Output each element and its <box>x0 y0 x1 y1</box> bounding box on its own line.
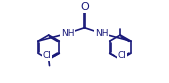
Text: O: O <box>80 2 89 12</box>
Text: Cl: Cl <box>117 51 126 60</box>
Text: NH: NH <box>61 29 74 38</box>
Text: Cl: Cl <box>43 51 52 60</box>
Text: NH: NH <box>95 29 108 38</box>
